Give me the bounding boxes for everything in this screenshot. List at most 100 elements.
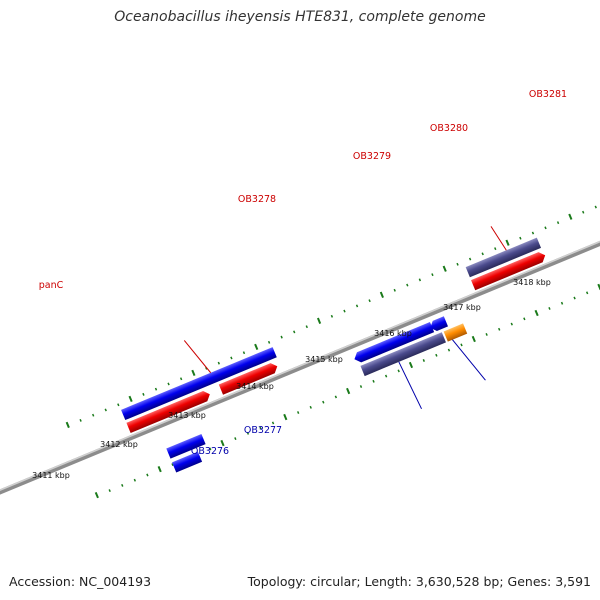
minor-tick <box>594 205 597 209</box>
gene-arrow <box>126 391 210 433</box>
minor-tick <box>481 252 484 256</box>
minor-tick <box>146 473 149 477</box>
minor-tick <box>418 278 422 282</box>
minor-tick <box>384 374 388 378</box>
major-tick <box>597 283 600 291</box>
minor-tick <box>330 314 334 318</box>
major-tick <box>220 439 225 447</box>
minor-tick <box>519 236 522 240</box>
minor-tick <box>523 317 526 321</box>
minor-tick <box>431 273 434 277</box>
scale-label: 3412 kbp <box>100 440 138 449</box>
genome-backbone <box>0 111 600 499</box>
gene-block <box>121 347 277 421</box>
minor-tick <box>406 283 409 287</box>
major-tick <box>316 317 322 324</box>
gene-label-ob3279: OB3279 <box>353 151 391 162</box>
minor-tick <box>548 307 551 310</box>
minor-tick <box>79 418 82 422</box>
gene-arrow <box>218 363 278 395</box>
gene-arrow <box>172 451 203 473</box>
major-tick <box>505 239 510 246</box>
gene-block <box>443 323 468 342</box>
major-tick <box>534 309 539 317</box>
scale-label: 3415 kbp <box>305 355 343 364</box>
genome-summary-text: Topology: circular; Length: 3,630,528 bp… <box>247 574 591 589</box>
scale-label: 3414 kbp <box>236 382 274 391</box>
minor-tick <box>142 392 145 396</box>
gene-arrow <box>430 316 449 331</box>
minor-tick <box>92 413 95 417</box>
minor-tick <box>154 387 158 391</box>
gene-label-ob3277: OB3277 <box>244 425 282 436</box>
minor-tick <box>104 408 107 412</box>
minor-tick <box>393 288 396 292</box>
gene-block <box>360 332 446 377</box>
minor-tick <box>531 231 535 235</box>
gene-label-ob3280: OB3280 <box>430 123 468 134</box>
minor-tick <box>485 333 488 336</box>
minor-tick <box>322 400 325 404</box>
minor-tick <box>422 359 425 362</box>
minor-tick <box>209 447 212 451</box>
major-tick <box>283 413 288 421</box>
minor-tick <box>117 403 120 407</box>
reverse-tick-track <box>94 283 600 499</box>
major-tick <box>471 335 476 343</box>
minor-tick <box>372 379 375 383</box>
minor-tick <box>280 335 283 339</box>
major-tick <box>408 361 414 369</box>
gene-label-ob3281: OB3281 <box>529 89 567 100</box>
minor-tick <box>267 340 271 344</box>
minor-tick <box>246 431 250 435</box>
minor-tick <box>368 299 371 303</box>
minor-tick <box>397 369 400 373</box>
minor-tick <box>297 411 300 414</box>
genome-backbone-highlight <box>0 111 600 496</box>
minor-tick <box>582 210 585 214</box>
minor-tick <box>494 247 497 251</box>
minor-tick <box>230 356 233 360</box>
major-tick <box>128 395 133 403</box>
major-tick <box>94 491 99 499</box>
minor-tick <box>573 296 576 300</box>
scale-label: 3411 kbp <box>32 471 70 480</box>
minor-tick <box>460 343 463 347</box>
map-title: Oceanobacillus iheyensis HTE831, complet… <box>114 9 486 25</box>
accession-text: Accession: NC_004193 <box>9 574 152 589</box>
minor-tick <box>544 226 547 230</box>
major-tick <box>346 387 351 395</box>
minor-tick <box>585 291 589 295</box>
minor-tick <box>205 366 208 370</box>
major-tick <box>442 265 447 272</box>
minor-tick <box>343 309 346 313</box>
minor-tick <box>242 351 246 355</box>
scale-label: 3413 kbp <box>168 411 206 420</box>
minor-tick <box>167 382 170 386</box>
major-tick <box>65 421 70 429</box>
minor-tick <box>171 463 174 467</box>
minor-tick <box>510 322 513 326</box>
minor-tick <box>133 478 137 482</box>
minor-tick <box>556 221 560 225</box>
major-tick <box>254 343 259 350</box>
gene-label-panc: panC <box>39 280 64 291</box>
major-tick <box>568 213 573 220</box>
minor-tick <box>217 361 221 365</box>
minor-tick <box>259 426 262 430</box>
minor-tick <box>435 353 438 357</box>
minor-tick <box>498 327 501 331</box>
minor-tick <box>234 437 237 441</box>
minor-tick <box>271 421 275 425</box>
minor-tick <box>334 395 338 399</box>
gene-block <box>465 237 542 278</box>
gene-label-ob3276: OB3276 <box>191 446 229 457</box>
minor-tick <box>560 301 564 305</box>
major-tick <box>379 291 384 298</box>
major-tick <box>191 369 196 377</box>
gene-arrow <box>166 433 206 459</box>
minor-tick <box>121 483 124 487</box>
minor-tick <box>293 330 296 334</box>
scale-label: 3418 kbp <box>513 278 551 287</box>
